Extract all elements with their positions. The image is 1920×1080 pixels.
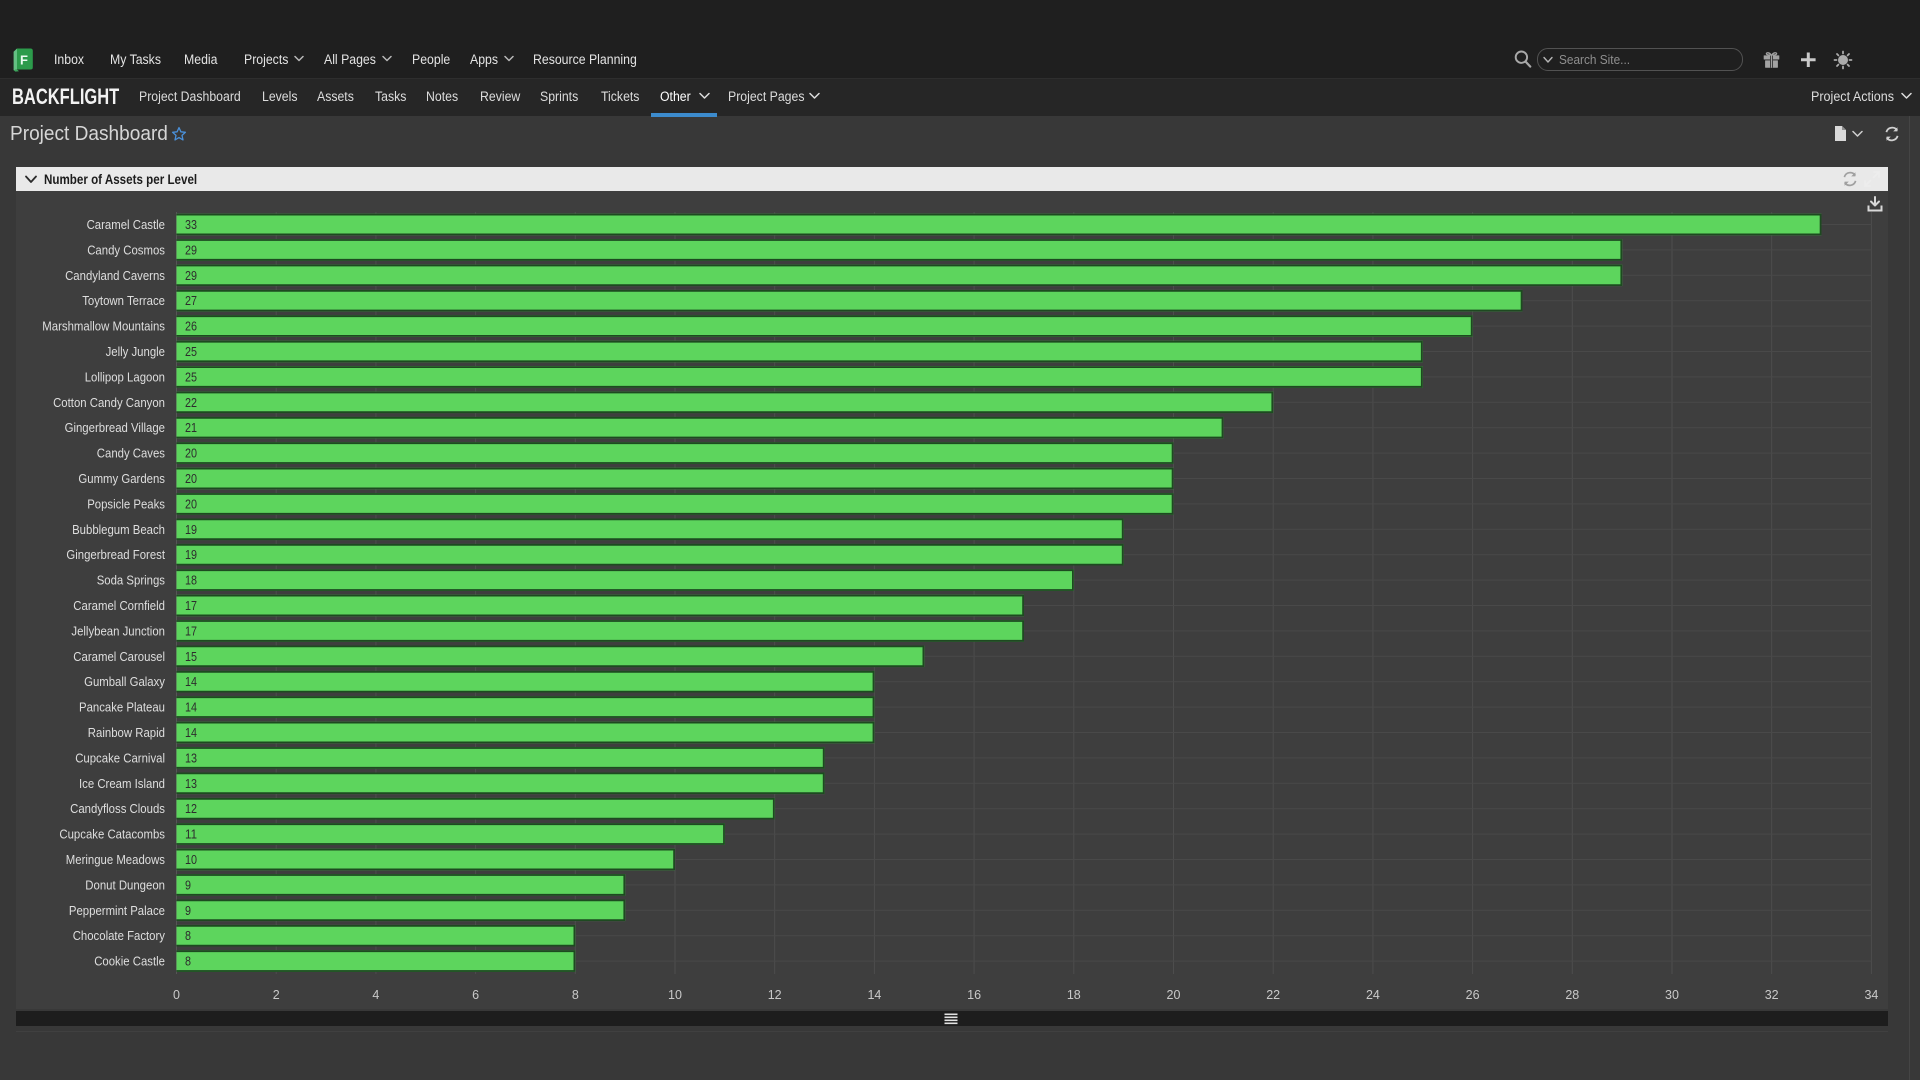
svg-text:25: 25 xyxy=(185,370,197,384)
svg-text:Meringue Meadows: Meringue Meadows xyxy=(66,852,166,867)
svg-text:Cotton Candy Canyon: Cotton Candy Canyon xyxy=(53,395,165,410)
svg-text:Chocolate Factory: Chocolate Factory xyxy=(73,928,166,943)
svg-text:14: 14 xyxy=(185,701,197,715)
svg-text:8: 8 xyxy=(185,929,191,943)
svg-text:13: 13 xyxy=(185,777,197,791)
svg-text:14: 14 xyxy=(185,675,197,689)
svg-text:Gingerbread Village: Gingerbread Village xyxy=(65,420,165,435)
svg-text:20: 20 xyxy=(185,472,197,486)
svg-text:Cookie Castle: Cookie Castle xyxy=(94,954,165,969)
svg-text:Caramel Cornfield: Caramel Cornfield xyxy=(73,598,165,613)
svg-text:0: 0 xyxy=(173,988,180,1002)
svg-text:27: 27 xyxy=(185,294,197,308)
svg-text:18: 18 xyxy=(185,574,197,588)
svg-text:6: 6 xyxy=(472,988,479,1002)
svg-text:Popsicle Peaks: Popsicle Peaks xyxy=(87,496,165,511)
svg-text:8: 8 xyxy=(185,955,191,969)
svg-text:26: 26 xyxy=(185,320,197,334)
svg-text:Ice Cream Island: Ice Cream Island xyxy=(79,776,165,791)
svg-text:24: 24 xyxy=(1366,988,1380,1002)
svg-text:Donut Dungeon: Donut Dungeon xyxy=(85,877,165,892)
svg-text:12: 12 xyxy=(768,988,782,1002)
svg-text:33: 33 xyxy=(185,218,197,232)
svg-text:4: 4 xyxy=(372,988,379,1002)
svg-text:8: 8 xyxy=(572,988,579,1002)
svg-text:Candyfloss Clouds: Candyfloss Clouds xyxy=(70,801,165,816)
svg-text:18: 18 xyxy=(1067,988,1081,1002)
svg-text:Peppermint Palace: Peppermint Palace xyxy=(69,903,165,918)
svg-text:20: 20 xyxy=(185,447,197,461)
svg-text:Jelly Jungle: Jelly Jungle xyxy=(106,344,165,359)
svg-text:29: 29 xyxy=(185,269,197,283)
svg-text:25: 25 xyxy=(185,345,197,359)
svg-text:Rainbow Rapid: Rainbow Rapid xyxy=(88,725,165,740)
svg-text:14: 14 xyxy=(185,726,197,740)
svg-text:Gummy Gardens: Gummy Gardens xyxy=(78,471,165,486)
svg-text:Bubblegum Beach: Bubblegum Beach xyxy=(72,522,165,537)
svg-text:Soda Springs: Soda Springs xyxy=(97,573,166,588)
svg-text:14: 14 xyxy=(867,988,881,1002)
svg-text:Candyland Caverns: Candyland Caverns xyxy=(65,268,165,283)
svg-text:Jellybean Junction: Jellybean Junction xyxy=(71,623,165,638)
svg-text:Candy Caves: Candy Caves xyxy=(97,446,166,461)
svg-text:30: 30 xyxy=(1665,988,1679,1002)
svg-text:11: 11 xyxy=(185,828,197,842)
svg-text:Gingerbread Forest: Gingerbread Forest xyxy=(66,547,165,562)
svg-text:29: 29 xyxy=(185,243,197,257)
svg-text:17: 17 xyxy=(185,599,197,613)
svg-text:Caramel Castle: Caramel Castle xyxy=(87,217,165,232)
svg-text:21: 21 xyxy=(185,421,197,435)
svg-text:19: 19 xyxy=(185,548,197,562)
svg-text:34: 34 xyxy=(1864,988,1878,1002)
svg-text:Gumball Galaxy: Gumball Galaxy xyxy=(84,674,165,689)
svg-text:Marshmallow Mountains: Marshmallow Mountains xyxy=(42,319,165,334)
svg-text:16: 16 xyxy=(967,988,981,1002)
svg-text:12: 12 xyxy=(185,802,197,816)
svg-text:32: 32 xyxy=(1765,988,1779,1002)
svg-text:22: 22 xyxy=(1266,988,1280,1002)
svg-text:F: F xyxy=(20,53,28,68)
svg-text:Caramel Carousel: Caramel Carousel xyxy=(73,649,165,664)
svg-text:28: 28 xyxy=(1565,988,1579,1002)
svg-text:10: 10 xyxy=(185,853,197,867)
svg-text:20: 20 xyxy=(185,497,197,511)
svg-text:Cupcake Catacombs: Cupcake Catacombs xyxy=(59,827,165,842)
svg-text:17: 17 xyxy=(185,624,197,638)
svg-text:10: 10 xyxy=(668,988,682,1002)
svg-text:Toytown Terrace: Toytown Terrace xyxy=(82,293,165,308)
svg-text:Lollipop Lagoon: Lollipop Lagoon xyxy=(85,369,165,384)
svg-text:2: 2 xyxy=(273,988,280,1002)
svg-text:22: 22 xyxy=(185,396,197,410)
svg-text:26: 26 xyxy=(1466,988,1480,1002)
svg-text:Cupcake Carnival: Cupcake Carnival xyxy=(75,750,165,765)
svg-text:20: 20 xyxy=(1167,988,1181,1002)
svg-text:9: 9 xyxy=(185,904,191,918)
svg-text:15: 15 xyxy=(185,650,197,664)
svg-text:Pancake Plateau: Pancake Plateau xyxy=(79,700,165,715)
svg-text:Candy Cosmos: Candy Cosmos xyxy=(87,242,165,257)
svg-text:19: 19 xyxy=(185,523,197,537)
svg-text:9: 9 xyxy=(185,878,191,892)
svg-text:13: 13 xyxy=(185,751,197,765)
